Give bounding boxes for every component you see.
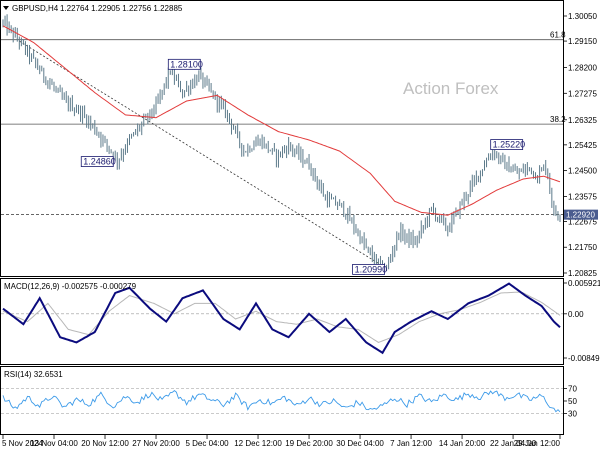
- rsi-tick-label: 70: [568, 385, 577, 394]
- x-tick-label: 19 Dec 20:00: [285, 439, 333, 448]
- rsi-tick-label: 30: [568, 409, 577, 418]
- symbol-label: GBPUSD,H4: [12, 4, 59, 13]
- price-tick-label: 1.22675: [568, 217, 597, 226]
- price-tick-label: 1.27275: [568, 89, 597, 98]
- moving-average-line: [2, 25, 561, 216]
- candles: [2, 14, 561, 273]
- macd-signal-line: [2, 291, 561, 343]
- current-price-label: 1.22920: [566, 211, 595, 220]
- rsi-panel: [0, 366, 564, 435]
- price-tick-label: 1.21750: [568, 243, 597, 252]
- price-tick-label: 1.30050: [568, 12, 597, 21]
- price-layer: 61.8 38.2 1.28100 1.24860 1.25220 1.20990: [1, 14, 566, 275]
- x-tick-label: 20 Nov 12:00: [81, 439, 129, 448]
- fib-label: 61.8: [550, 31, 566, 40]
- price-annotation-box: [167, 58, 201, 70]
- price-tick-label: 1.25425: [568, 141, 597, 150]
- macd-tick-label: -0.00849: [568, 354, 600, 363]
- x-tick-label: 14 Jan 20:00: [439, 439, 486, 448]
- macd-title: MACD(12,26,9) -0.002575 -0.000279: [4, 282, 137, 291]
- price-annotation-label: 1.24860: [83, 157, 116, 167]
- price-tick-label: 1.26325: [568, 116, 597, 125]
- x-tick-label: 29 Jan 12:00: [514, 439, 561, 448]
- price-annotation-box: [352, 264, 385, 275]
- x-tick-label: 27 Nov 20:00: [132, 439, 180, 448]
- macd-tick-label: 0.00: [568, 310, 584, 319]
- price-tick-label: 1.20825: [568, 269, 597, 278]
- rsi-tick-label: 50: [568, 397, 577, 406]
- price-annotation-box: [490, 139, 524, 150]
- price-annotation-label: 1.20990: [355, 264, 388, 274]
- x-tick-label: 5 Nov 2024: [2, 439, 43, 448]
- symbol-dropdown-icon[interactable]: [3, 6, 9, 10]
- x-tick-label: 5 Dec 04:00: [185, 439, 229, 448]
- price-annotation-box: [80, 156, 114, 167]
- watermark: Action Forex: [403, 79, 499, 98]
- x-tick-label: 12 Dec 12:00: [234, 439, 282, 448]
- fib-label: 38.2: [550, 115, 566, 124]
- x-tick-label: 7 Jan 12:00: [390, 439, 432, 448]
- macd-panel: [0, 278, 564, 365]
- axis-layer: 1.30050 1.29150 1.28200 1.27275 1.26325 1.254…: [2, 12, 600, 448]
- x-tick-label: 13 Nov 04:00: [30, 439, 78, 448]
- price-tick-label: 1.28200: [568, 64, 597, 73]
- price-annotation-label: 1.28100: [170, 59, 203, 69]
- price-tick-label: 1.24500: [568, 167, 597, 176]
- rsi-layer: [1, 388, 563, 414]
- macd-main-line: [2, 282, 561, 355]
- rsi-title: RSI(14) 32.6531: [4, 370, 63, 379]
- ohlc-readout: 1.22764 1.22905 1.22756 1.22885: [60, 4, 183, 13]
- x-tick-label: 22 Jan 04:00: [490, 439, 537, 448]
- macd-tick-label: 0.005921: [568, 279, 600, 288]
- rsi-line: [2, 390, 561, 413]
- price-annotation-label: 1.25220: [493, 140, 526, 150]
- price-tick-label: 1.23575: [568, 192, 597, 201]
- price-tick-label: 1.29150: [568, 37, 597, 46]
- macd-layer: [1, 282, 563, 355]
- x-tick-label: 30 Dec 04:00: [336, 439, 384, 448]
- current-price-badge: [564, 209, 598, 220]
- price-panel: [0, 0, 564, 277]
